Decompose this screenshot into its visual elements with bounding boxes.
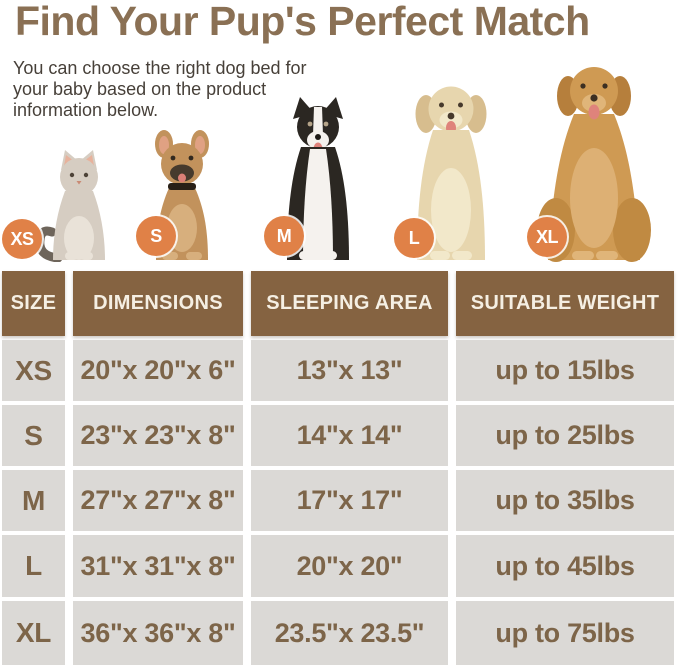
cell-sleeping-area: 13"x 13" [251, 340, 448, 401]
size-chart-table: SIZE DIMENSIONS SLEEPING AREA SUITABLE W… [2, 271, 674, 665]
size-badge-s: S [136, 216, 176, 256]
size-badge-m: M [264, 216, 304, 256]
cell-suitable-weight: up to 75lbs [456, 601, 674, 665]
cell-size: XS [2, 340, 65, 401]
golden-retriever-puppy-photo [390, 78, 510, 262]
size-badge-xs: XS [2, 219, 42, 259]
cell-dimensions: 31"x 31"x 8" [73, 535, 243, 597]
column-header-dimensions: DIMENSIONS [73, 271, 243, 336]
golden-retriever-puppy-illustration [415, 86, 487, 260]
column-header-sleeping-area: SLEEPING AREA [251, 271, 448, 336]
cell-size: M [2, 470, 65, 531]
cell-dimensions: 27"x 27"x 8" [73, 470, 243, 531]
cell-sleeping-area: 23.5"x 23.5" [251, 601, 448, 665]
cell-sleeping-area: 14"x 14" [251, 405, 448, 466]
golden-retriever-illustration [537, 67, 651, 262]
cell-size: S [2, 405, 65, 466]
cell-sleeping-area: 20"x 20" [251, 535, 448, 597]
column-header-size: SIZE [2, 271, 65, 336]
subtitle-line: your baby based on the product [13, 79, 267, 99]
cell-suitable-weight: up to 15lbs [456, 340, 674, 401]
cell-dimensions: 20"x 20"x 6" [73, 340, 243, 401]
subtitle-line: information below. [13, 100, 159, 120]
size-badge-xl: XL [527, 217, 567, 257]
cat-photo [34, 146, 124, 262]
cell-suitable-weight: up to 25lbs [456, 405, 674, 466]
cell-size: L [2, 535, 65, 597]
page-title: Find Your Pup's Perfect Match [15, 0, 590, 44]
golden-retriever-photo [514, 58, 674, 262]
cell-sleeping-area: 17"x 17" [251, 470, 448, 531]
cell-suitable-weight: up to 35lbs [456, 470, 674, 531]
cell-size: XL [2, 601, 65, 665]
page-subtitle: You can choose the right dog bed for you… [13, 58, 307, 121]
cell-dimensions: 23"x 23"x 8" [73, 405, 243, 466]
size-badge-l: L [394, 218, 434, 258]
column-header-suitable-weight: SUITABLE WEIGHT [456, 271, 674, 336]
cat-illustration [35, 150, 105, 262]
cell-dimensions: 36"x 36"x 8" [73, 601, 243, 665]
cell-suitable-weight: up to 45lbs [456, 535, 674, 597]
subtitle-line: You can choose the right dog bed for [13, 58, 307, 78]
